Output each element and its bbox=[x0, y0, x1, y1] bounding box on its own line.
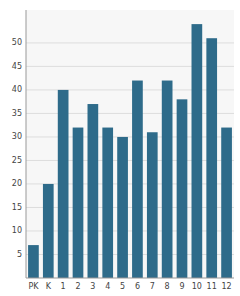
y-tick-label: 50 bbox=[12, 38, 22, 47]
bar bbox=[28, 245, 39, 278]
y-axis-labels: 5 10 15 20 25 30 35 40 45 50 bbox=[12, 38, 22, 259]
bar bbox=[117, 137, 128, 278]
x-tick-label: PK bbox=[28, 282, 39, 291]
y-axis-line bbox=[26, 10, 27, 278]
y-tick-label: 5 bbox=[17, 250, 22, 259]
grid-line bbox=[26, 230, 234, 231]
bar bbox=[221, 128, 232, 278]
y-tick-label: 30 bbox=[12, 132, 22, 141]
bars bbox=[28, 24, 232, 278]
x-tick-label: 12 bbox=[221, 282, 231, 291]
grid-line bbox=[26, 89, 234, 90]
bar bbox=[147, 132, 158, 278]
bar bbox=[192, 24, 203, 278]
bar bbox=[58, 90, 69, 278]
y-tick-label: 25 bbox=[12, 156, 22, 165]
x-axis-labels: PKK123456789101112 bbox=[28, 282, 231, 291]
grid-line bbox=[26, 160, 234, 161]
x-tick-label: 11 bbox=[207, 282, 217, 291]
bar bbox=[102, 128, 113, 278]
bar bbox=[43, 184, 54, 278]
x-tick-label: 10 bbox=[192, 282, 202, 291]
plot-area bbox=[26, 10, 234, 278]
grid-line bbox=[26, 113, 234, 114]
y-tick-label: 45 bbox=[12, 62, 22, 71]
bar bbox=[177, 99, 188, 278]
y-tick-label: 35 bbox=[12, 109, 22, 118]
x-tick-label: 9 bbox=[179, 282, 184, 291]
x-tick-label: 8 bbox=[165, 282, 170, 291]
bar bbox=[206, 38, 217, 278]
x-axis-line bbox=[26, 278, 234, 279]
bar bbox=[162, 81, 173, 278]
bar bbox=[88, 104, 99, 278]
grid-line bbox=[26, 254, 234, 255]
x-tick-label: 3 bbox=[90, 282, 95, 291]
grid-line bbox=[26, 136, 234, 137]
y-tick-label: 15 bbox=[12, 203, 22, 212]
x-tick-label: 2 bbox=[75, 282, 80, 291]
y-tick-label: 20 bbox=[12, 179, 22, 188]
x-tick-label: K bbox=[46, 282, 52, 291]
grid-line bbox=[26, 66, 234, 67]
bar bbox=[73, 128, 84, 278]
x-tick-label: 5 bbox=[120, 282, 125, 291]
grid-line bbox=[26, 183, 234, 184]
grid-line bbox=[26, 207, 234, 208]
x-tick-label: 4 bbox=[105, 282, 110, 291]
y-tick-label: 40 bbox=[12, 85, 22, 94]
x-tick-label: 6 bbox=[135, 282, 140, 291]
chart-container: 5101520253035404550PKK123456789101112 bbox=[0, 0, 240, 296]
x-tick-label: 7 bbox=[150, 282, 155, 291]
chart: 5101520253035404550PKK123456789101112 bbox=[0, 0, 240, 296]
grid bbox=[26, 43, 234, 255]
x-tick-label: 1 bbox=[61, 282, 66, 291]
y-tick-label: 10 bbox=[12, 226, 22, 235]
bar bbox=[132, 81, 143, 278]
grid-line bbox=[26, 42, 234, 43]
